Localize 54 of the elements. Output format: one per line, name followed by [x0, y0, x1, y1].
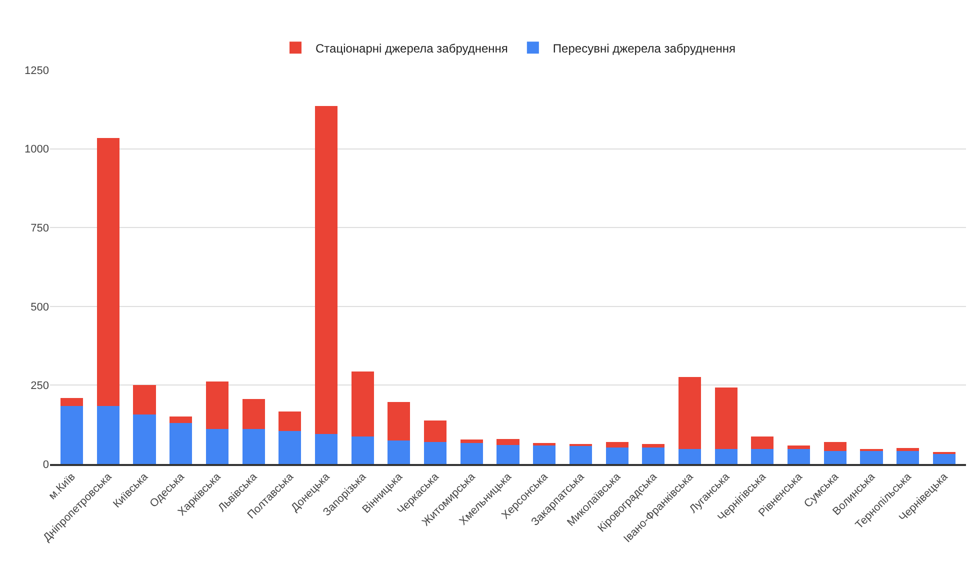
bar: [242, 429, 265, 464]
bar: [642, 444, 665, 448]
bar: [424, 442, 447, 464]
bar: [170, 423, 192, 464]
bar: [606, 447, 628, 464]
bar: [860, 450, 883, 464]
bar: [824, 442, 846, 451]
bar: [788, 449, 810, 464]
bar: [932, 453, 956, 464]
bar: [242, 398, 265, 430]
y-tick-label: 1000: [24, 144, 49, 156]
bar: [278, 431, 302, 464]
legend-label: Стаціонарні джерела забруднення: [316, 41, 508, 56]
bar: [133, 414, 156, 464]
bar: [751, 449, 774, 464]
bar: [388, 440, 410, 464]
bar: [133, 385, 156, 415]
bar: [388, 402, 410, 441]
bar: [496, 444, 520, 464]
bar: [351, 436, 374, 464]
bar: [60, 398, 84, 406]
y-tick-label: 0: [42, 458, 49, 471]
bar: [714, 387, 738, 450]
bar: [314, 106, 338, 434]
bar: [278, 412, 302, 432]
bar: [60, 406, 84, 464]
bar: [569, 446, 592, 464]
bar: [206, 429, 228, 464]
bar: [460, 440, 483, 444]
y-tick-label: 250: [30, 380, 49, 392]
bar: [896, 448, 920, 451]
bar: [496, 438, 520, 445]
bar: [788, 446, 810, 450]
bar: [533, 445, 556, 464]
bar: [896, 450, 920, 464]
bar: [751, 436, 774, 450]
bar: [314, 434, 338, 464]
bar: [460, 443, 483, 464]
y-tick-label: 500: [30, 301, 49, 314]
bar: [206, 382, 228, 430]
bar: [714, 449, 738, 464]
bar: [642, 447, 665, 464]
bar: [96, 406, 120, 464]
bar: [678, 377, 702, 450]
bar: [96, 138, 120, 406]
bar: [424, 420, 447, 442]
y-tick-label: 750: [30, 222, 49, 234]
bar: [824, 450, 846, 464]
bar: [351, 371, 374, 437]
bar: [606, 442, 628, 448]
legend-label: Пересувні джерела забруднення: [552, 41, 736, 56]
bar: [170, 416, 192, 424]
bar: [678, 449, 702, 464]
y-tick-label: 1250: [24, 64, 49, 77]
